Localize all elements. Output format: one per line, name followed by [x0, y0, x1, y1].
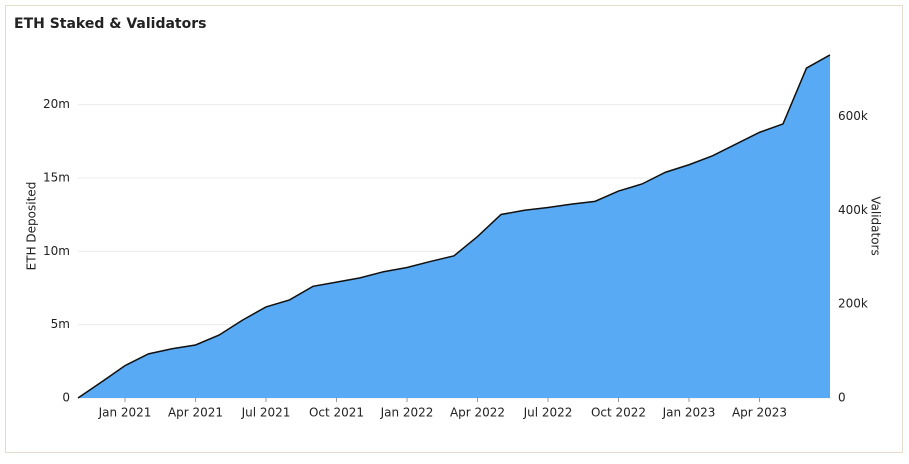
y2-tick-label: 400k	[838, 203, 868, 217]
x-tick-label: Jul 2022	[523, 406, 573, 420]
x-tick-label: Jul 2021	[241, 406, 291, 420]
y2-tick-label: 0	[838, 391, 846, 405]
line	[77, 54, 831, 399]
y-tick-label: 10m	[43, 244, 70, 258]
x-tick-label: Apr 2023	[732, 406, 787, 420]
y2-tick-label: 600k	[838, 109, 868, 123]
x-tick-label: Apr 2021	[168, 406, 223, 420]
y-tick-label: 5m	[51, 317, 70, 331]
area	[78, 54, 830, 399]
x-tick-label: Jan 2022	[380, 406, 434, 420]
y2-axis-label: Validators	[869, 196, 883, 256]
y-tick-label: 20m	[43, 97, 70, 111]
x-tick-label: Jan 2021	[98, 406, 152, 420]
y-tick-label: 0	[62, 391, 70, 405]
x-tick-label: Oct 2022	[591, 406, 646, 420]
x-tick-label: Oct 2021	[309, 406, 364, 420]
y2-tick-label: 200k	[838, 297, 868, 311]
chart-title: ETH Staked & Validators	[14, 16, 206, 32]
y-axis-label: ETH Deposited	[25, 182, 39, 271]
x-tick-label: Jan 2023	[662, 406, 716, 420]
y-tick-label: 15m	[43, 171, 70, 185]
x-tick-label: Apr 2022	[450, 406, 505, 420]
